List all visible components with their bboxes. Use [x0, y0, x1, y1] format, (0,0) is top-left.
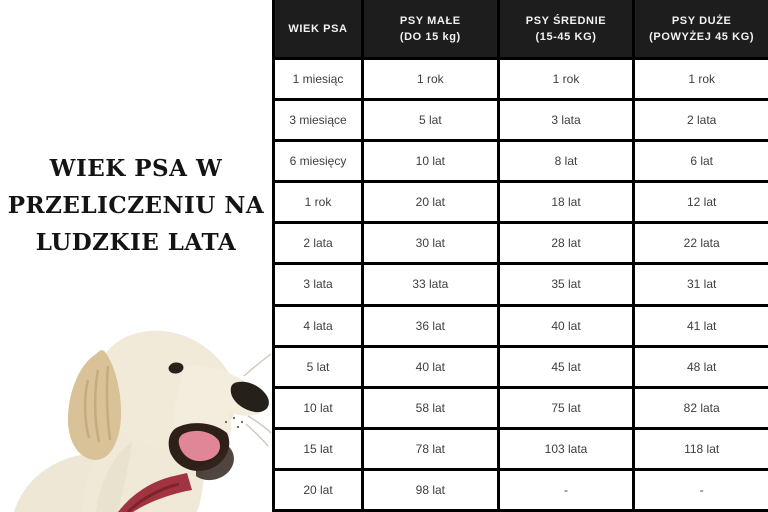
table-cell: 103 lata	[499, 429, 633, 468]
table-cell: 5 lat	[364, 101, 497, 140]
table-cell: -	[499, 470, 633, 509]
column-header-line1: WIEK PSA	[288, 22, 348, 35]
table-cell: 18 lat	[499, 183, 633, 222]
table-cell: 12 lat	[635, 183, 768, 222]
table-cell: 45 lat	[499, 347, 633, 386]
title-line-2: PRZELICZENIU NA	[7, 192, 265, 219]
table-cell: 31 lat	[635, 265, 768, 304]
table-cell: 40 lat	[364, 347, 497, 386]
dog-nose	[230, 381, 269, 413]
table-cell: 6 lat	[635, 142, 768, 181]
table-cell: 8 lat	[499, 142, 633, 181]
row-header-cell: 3 miesiące	[275, 101, 361, 140]
dog-tongue	[178, 430, 221, 462]
column-header-line2: (POWYŻEJ 45 KG)	[649, 30, 755, 43]
row-header-cell: 1 miesiąc	[275, 60, 361, 99]
table-cell: 78 lat	[364, 429, 497, 468]
table-cell: 41 lat	[635, 306, 768, 345]
table-cell: 20 lat	[364, 183, 497, 222]
column-header-line1: PSY DUŻE	[671, 14, 732, 27]
table-cell: 2 lata	[635, 101, 768, 140]
dog-eye	[168, 362, 184, 374]
table-cell: 75 lat	[499, 388, 633, 427]
dog-whisker-dots	[224, 416, 244, 429]
row-header-cell: 20 lat	[275, 470, 361, 509]
table-cell: 28 lat	[499, 224, 633, 263]
table-cell: 82 lata	[635, 388, 768, 427]
table-cell: -	[635, 470, 768, 509]
column-header-line2: (15-45 KG)	[535, 30, 597, 43]
left-panel: WIEK PSA W PRZELICZENIU NA LUDZKIE LATA	[0, 0, 272, 512]
table-cell: 35 lat	[499, 265, 633, 304]
table-cell: 1 rok	[364, 60, 497, 99]
dog-chin	[196, 446, 234, 481]
table-cell: 36 lat	[364, 306, 497, 345]
column-header: PSY MAŁE (DO 15 kg)	[364, 0, 497, 57]
row-header-cell: 5 lat	[275, 347, 361, 386]
row-header-cell: 3 lata	[275, 265, 361, 304]
row-header-cell: 10 lat	[275, 388, 361, 427]
column-header-line1: PSY MAŁE	[399, 14, 461, 27]
dog-collar-shadow	[126, 482, 180, 512]
table-cell: 118 lat	[635, 429, 768, 468]
title-line-1: WIEK PSA W	[49, 155, 223, 182]
table-cell: 30 lat	[364, 224, 497, 263]
column-header: PSY ŚREDNIE (15-45 KG)	[499, 0, 633, 57]
title-line-3: LUDZKIE LATA	[35, 229, 237, 256]
dog-chest-shading	[96, 442, 132, 512]
table-cell: 22 lata	[635, 224, 768, 263]
dog-ear-fur-lines	[83, 365, 112, 443]
row-header-cell: 15 lat	[275, 429, 361, 468]
table-cell: 58 lat	[364, 388, 497, 427]
column-header: WIEK PSA	[275, 0, 361, 57]
row-header-cell: 1 rok	[275, 183, 361, 222]
table-cell: 98 lat	[364, 470, 497, 509]
dog-whiskers	[243, 353, 272, 447]
table-cell: 33 lata	[364, 265, 497, 304]
table-cell: 40 lat	[499, 306, 633, 345]
row-header-cell: 4 lata	[275, 306, 361, 345]
table-cell: 1 rok	[635, 60, 768, 99]
table-cell: 1 rok	[499, 60, 633, 99]
row-header-cell: 6 miesięcy	[275, 142, 361, 181]
table-cell: 3 lata	[499, 101, 633, 140]
column-header: PSY DUŻE (POWYŻEJ 45 KG)	[635, 0, 768, 57]
column-header-line2: (DO 15 kg)	[399, 30, 461, 43]
page-title: WIEK PSA W PRZELICZENIU NA LUDZKIE LATA	[0, 150, 272, 261]
table-cell: 48 lat	[635, 347, 768, 386]
dog-photo	[14, 330, 272, 512]
column-header-line1: PSY ŚREDNIE	[525, 14, 607, 27]
row-header-cell: 2 lata	[275, 224, 361, 263]
table-cell: 10 lat	[364, 142, 497, 181]
dog-age-table: WIEK PSA PSY MAŁE (DO 15 kg) PSY ŚREDNIE (15…	[272, 0, 768, 512]
